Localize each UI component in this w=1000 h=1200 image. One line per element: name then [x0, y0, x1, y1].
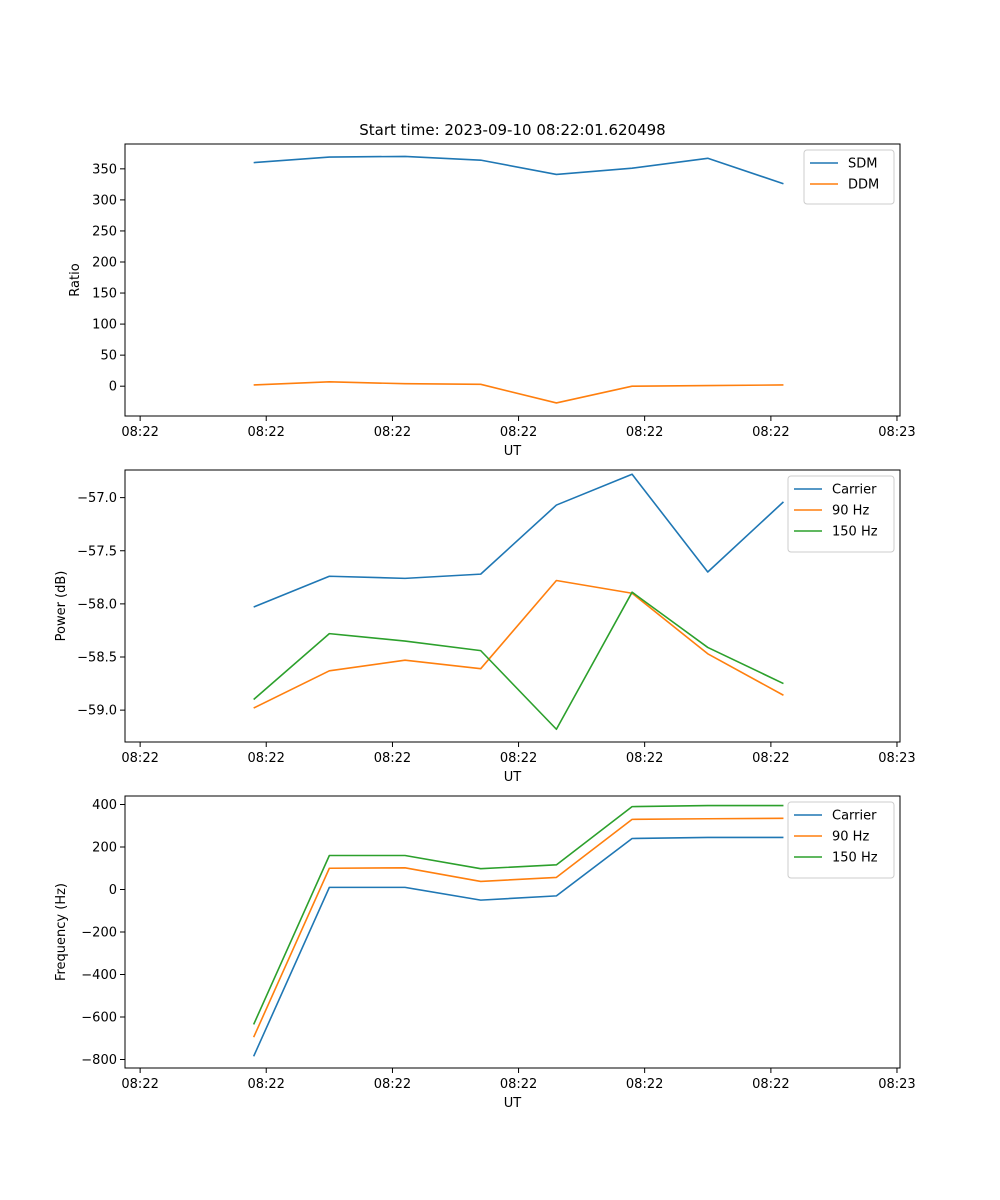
legend-label: SDM — [848, 157, 877, 172]
y-tick-label: 0 — [109, 380, 117, 395]
y-tick-label: −600 — [81, 1011, 117, 1026]
y-tick-label: −200 — [81, 926, 117, 941]
y-tick-label: 350 — [92, 162, 117, 177]
y-tick-label: −58.5 — [77, 651, 117, 666]
series-line-150-hz — [253, 591, 784, 731]
y-tick-label: 250 — [92, 224, 117, 239]
y-tick-label: 100 — [92, 318, 117, 333]
y-tick-label: −58.0 — [77, 597, 117, 612]
subplot-2: 08:22 08:22 08:22 08:22 08:22 08:22 08:23 −59.0… — [54, 469, 916, 785]
legend-label: DDM — [848, 178, 879, 193]
subplot-1: 08:22 08:22 08:22 08:22 08:22 08:22 08:23 0 50 10… — [68, 143, 916, 459]
figure-title: Start time: 2023-09-10 08:22:01.620498 — [359, 121, 665, 139]
axes-frame — [124, 143, 901, 417]
series-line-150-hz — [252, 804, 784, 1025]
x-tick-label: 08:22 — [500, 1077, 537, 1092]
y-tick-label: 50 — [100, 349, 117, 364]
series-line-carrier — [252, 836, 784, 1057]
x-tick-label: 08:22 — [247, 1077, 284, 1092]
y-axis-label: Power (dB) — [54, 571, 69, 642]
legend-box — [787, 801, 895, 879]
legend-label: Carrier — [832, 483, 877, 498]
series-line-sdm — [253, 155, 784, 185]
legend-label: 150 Hz — [832, 851, 878, 866]
y-axis-label: Frequency (Hz) — [54, 883, 69, 981]
legend-label: Carrier — [832, 809, 877, 824]
x-tick-label: 08:22 — [500, 751, 537, 766]
y-tick-label: −800 — [81, 1053, 117, 1068]
legend-label: 150 Hz — [832, 525, 878, 540]
x-tick-label: 08:22 — [626, 751, 663, 766]
series-line-90-hz — [252, 817, 784, 1038]
series-line-ddm — [253, 381, 784, 404]
x-tick-label: 08:22 — [752, 751, 789, 766]
y-tick-label: 200 — [92, 255, 117, 270]
x-tick-label: 08:22 — [121, 751, 158, 766]
series-line-90-hz — [253, 579, 784, 709]
x-tick-label: 08:23 — [878, 751, 915, 766]
x-tick-label: 08:22 — [374, 1077, 411, 1092]
x-tick-label: 08:22 — [752, 425, 789, 440]
x-tick-label: 08:22 — [247, 425, 284, 440]
legend-label: 90 Hz — [832, 830, 869, 845]
x-tick-label: 08:22 — [121, 425, 158, 440]
legend: Carrier 90 Hz 150 Hz — [787, 801, 895, 879]
y-axis-label: Ratio — [68, 263, 83, 296]
y-tick-label: 300 — [92, 193, 117, 208]
x-tick-label: 08:23 — [878, 1077, 915, 1092]
x-tick-label: 08:22 — [374, 751, 411, 766]
y-tick-label: −57.5 — [77, 544, 117, 559]
x-axis-label: UT — [504, 444, 522, 459]
y-tick-label: 0 — [109, 883, 117, 898]
x-tick-label: 08:22 — [626, 1077, 663, 1092]
y-tick-label: −57.0 — [77, 491, 117, 506]
subplot-3: 08:22 08:22 08:22 08:22 08:22 08:22 08:23 −800 −… — [54, 795, 916, 1111]
x-axis-label: UT — [504, 1096, 522, 1111]
y-tick-label: 400 — [92, 798, 117, 813]
y-tick-label: −400 — [81, 968, 117, 983]
x-tick-label: 08:22 — [247, 751, 284, 766]
series-line-carrier — [253, 473, 784, 608]
x-tick-label: 08:22 — [374, 425, 411, 440]
x-tick-label: 08:22 — [121, 1077, 158, 1092]
plots-container: 08:22 08:22 08:22 08:22 08:22 08:22 08:23 0 50 10… — [54, 143, 916, 1111]
x-axis-label: UT — [504, 770, 522, 785]
legend-box — [787, 475, 895, 553]
legend: SDM DDM — [803, 149, 895, 205]
legend: Carrier 90 Hz 150 Hz — [787, 475, 895, 553]
x-tick-label: 08:22 — [752, 1077, 789, 1092]
x-tick-label: 08:22 — [626, 425, 663, 440]
legend-label: 90 Hz — [832, 504, 869, 519]
x-tick-label: 08:23 — [878, 425, 915, 440]
x-tick-label: 08:22 — [500, 425, 537, 440]
y-tick-label: −59.0 — [77, 704, 117, 719]
axes-frame — [124, 469, 901, 743]
y-tick-label: 150 — [92, 287, 117, 302]
y-tick-label: 200 — [92, 841, 117, 856]
